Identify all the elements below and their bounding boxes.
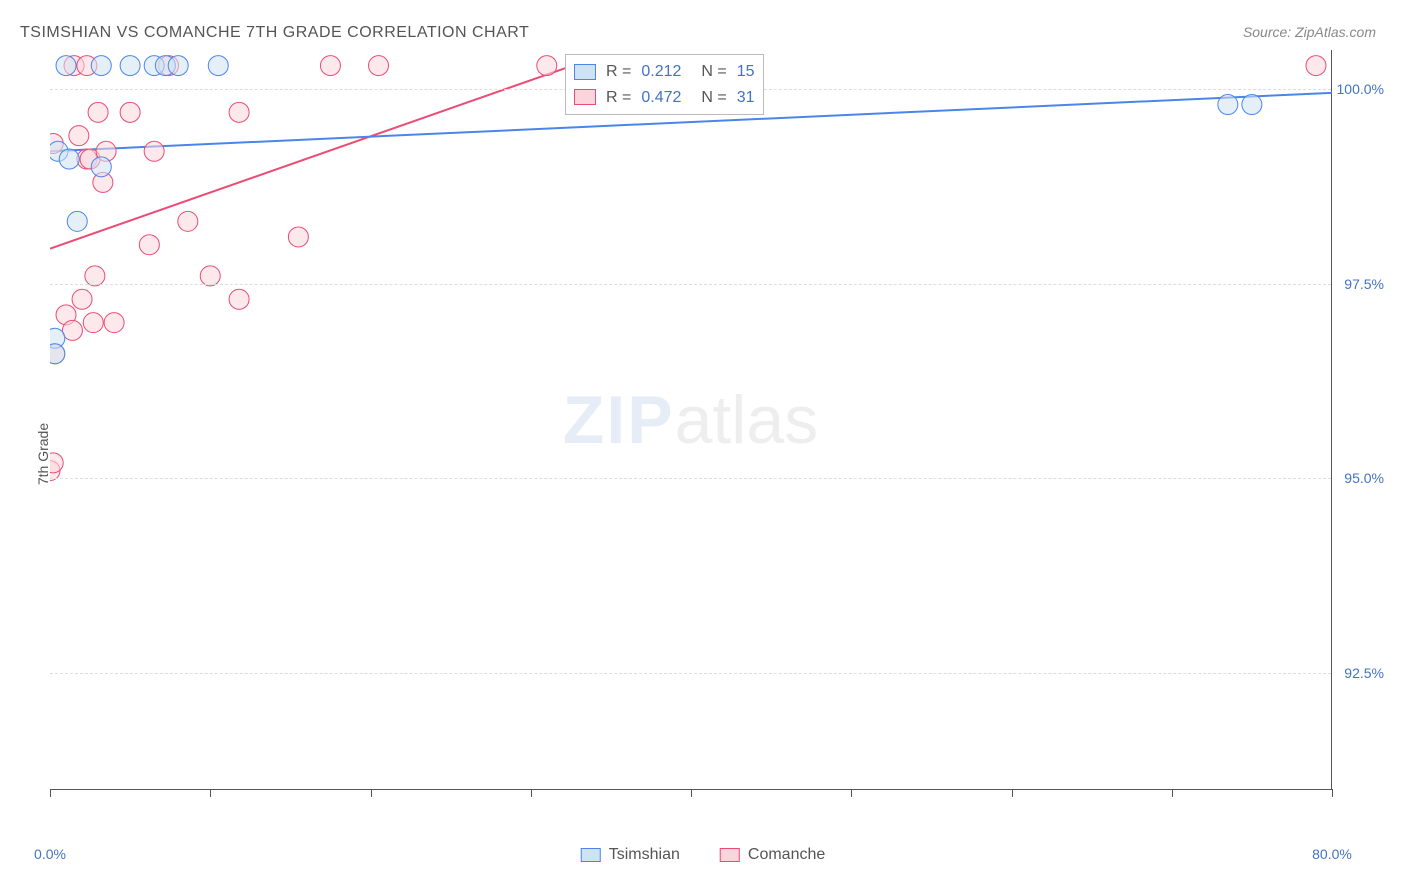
r-value-1: 0.212: [641, 59, 681, 85]
legend-swatch-comanche: [720, 848, 740, 862]
data-point-tsimshian: [168, 56, 188, 76]
x-tick: [1172, 789, 1173, 797]
bottom-legend: Tsimshian Comanche: [581, 846, 826, 864]
x-tick: [531, 789, 532, 797]
y-tick-label: 97.5%: [1344, 276, 1384, 292]
data-point-tsimshian: [67, 211, 87, 231]
x-tick-label: 0.0%: [34, 846, 66, 862]
grid-line-horizontal: [50, 478, 1331, 479]
chart-container: TSIMSHIAN VS COMANCHE 7TH GRADE CORRELAT…: [0, 0, 1406, 892]
data-point-comanche: [83, 313, 103, 333]
n-value-2: 31: [737, 85, 755, 111]
source-label: Source:: [1243, 24, 1291, 40]
swatch-comanche: [574, 89, 596, 105]
plot-area: ZIPatlas: [50, 50, 1332, 790]
x-tick-label: 80.0%: [1312, 846, 1352, 862]
data-point-tsimshian: [120, 56, 140, 76]
legend-item-comanche: Comanche: [720, 846, 825, 864]
legend-item-tsimshian: Tsimshian: [581, 846, 680, 864]
r-value-2: 0.472: [641, 85, 681, 111]
r-label-2: R =: [606, 85, 631, 111]
data-point-comanche: [229, 102, 249, 122]
data-point-tsimshian: [208, 56, 228, 76]
source-value: ZipAtlas.com: [1295, 24, 1376, 40]
data-point-comanche: [72, 289, 92, 309]
data-point-comanche: [288, 227, 308, 247]
x-tick: [210, 789, 211, 797]
n-value-1: 15: [737, 59, 755, 85]
x-tick: [1012, 789, 1013, 797]
stats-row-tsimshian: R = 0.212 N = 15: [574, 59, 755, 85]
data-point-tsimshian: [91, 157, 111, 177]
x-tick: [50, 789, 51, 797]
r-label-1: R =: [606, 59, 631, 85]
chart-title: TSIMSHIAN VS COMANCHE 7TH GRADE CORRELAT…: [20, 24, 529, 42]
data-point-comanche: [1306, 56, 1326, 76]
n-label-1: N =: [701, 59, 726, 85]
plot-svg: [50, 50, 1332, 790]
data-point-comanche: [537, 56, 557, 76]
data-point-comanche: [144, 141, 164, 161]
grid-line-horizontal: [50, 673, 1331, 674]
data-point-tsimshian: [1242, 95, 1262, 115]
n-label-2: N =: [701, 85, 726, 111]
trend-line-comanche: [50, 58, 595, 249]
y-tick-label: 92.5%: [1344, 665, 1384, 681]
y-tick-label: 95.0%: [1344, 470, 1384, 486]
data-point-comanche: [139, 235, 159, 255]
data-point-comanche: [229, 289, 249, 309]
data-point-tsimshian: [1218, 95, 1238, 115]
data-point-comanche: [369, 56, 389, 76]
source-attribution: Source: ZipAtlas.com: [1243, 24, 1376, 40]
legend-label-tsimshian: Tsimshian: [609, 846, 680, 864]
y-tick-label: 100.0%: [1337, 81, 1384, 97]
data-point-comanche: [320, 56, 340, 76]
x-tick: [1332, 789, 1333, 797]
stats-row-comanche: R = 0.472 N = 31: [574, 85, 755, 111]
legend-swatch-tsimshian: [581, 848, 601, 862]
grid-line-horizontal: [50, 284, 1331, 285]
x-tick: [851, 789, 852, 797]
swatch-tsimshian: [574, 64, 596, 80]
data-point-tsimshian: [56, 56, 76, 76]
data-point-tsimshian: [91, 56, 111, 76]
data-point-comanche: [178, 211, 198, 231]
y-axis-title: 7th Grade: [35, 423, 51, 485]
x-tick: [371, 789, 372, 797]
data-point-comanche: [50, 453, 63, 473]
stats-legend-box: R = 0.212 N = 15 R = 0.472 N = 31: [565, 54, 764, 115]
legend-label-comanche: Comanche: [748, 846, 825, 864]
data-point-tsimshian: [50, 344, 65, 364]
data-point-comanche: [120, 102, 140, 122]
data-point-tsimshian: [59, 149, 79, 169]
x-tick: [691, 789, 692, 797]
data-point-comanche: [69, 126, 89, 146]
data-point-comanche: [104, 313, 124, 333]
data-point-comanche: [88, 102, 108, 122]
data-point-comanche: [62, 320, 82, 340]
